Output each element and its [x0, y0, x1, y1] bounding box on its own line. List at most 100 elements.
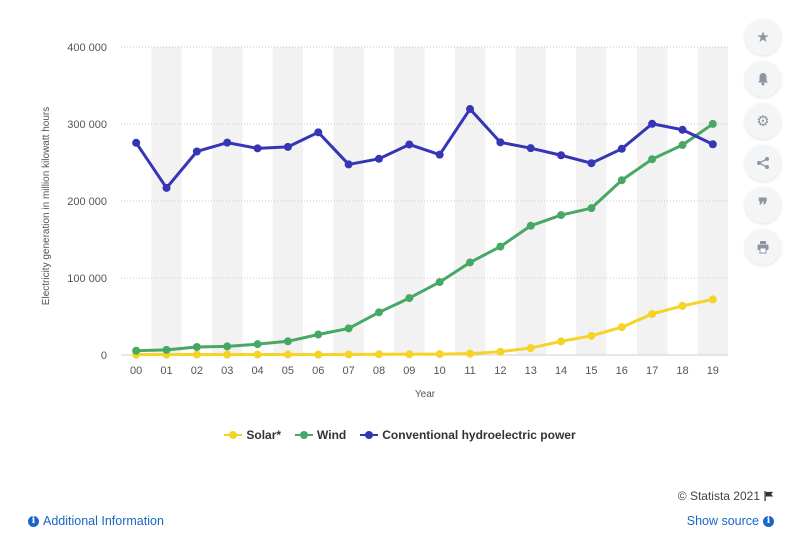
data-point	[253, 144, 262, 153]
x-axis-tick-labels: 00 01 02 03 04 05 06 07 08 09 10 11 12 13 14 15 16 17 18 19	[130, 365, 719, 377]
x-tick-label: 17	[646, 365, 658, 377]
data-point	[587, 204, 596, 213]
data-point	[708, 119, 717, 128]
legend-label-hydro: Conventional hydroelectric power	[382, 428, 576, 442]
data-point	[223, 342, 232, 351]
series-solar	[132, 295, 717, 359]
data-point	[192, 147, 201, 156]
legend-marker-wind	[295, 430, 314, 440]
legend-marker-hydro	[360, 430, 379, 440]
data-point	[526, 221, 535, 230]
x-tick-label: 06	[312, 365, 324, 377]
data-point	[557, 211, 566, 220]
data-point	[314, 330, 323, 339]
data-point	[314, 350, 323, 359]
y-axis-label: Electricity generation in million kilowa…	[41, 107, 52, 305]
data-point	[283, 142, 292, 151]
x-tick-label: 12	[494, 365, 506, 377]
data-point	[648, 119, 657, 128]
data-point	[617, 144, 626, 153]
print-button[interactable]	[745, 229, 781, 265]
data-point	[162, 345, 171, 354]
show-source-link[interactable]: Show source i	[687, 514, 774, 528]
x-tick-label: 10	[434, 365, 446, 377]
column-band	[212, 47, 243, 355]
share-button[interactable]	[745, 145, 781, 181]
data-point	[314, 128, 323, 137]
data-point	[496, 242, 505, 251]
data-point	[587, 159, 596, 168]
series-conventional-hydroelectric-power	[132, 105, 717, 192]
data-point	[466, 258, 475, 267]
data-point	[435, 150, 444, 159]
data-point	[526, 144, 535, 153]
data-point	[587, 331, 596, 340]
data-point	[283, 337, 292, 346]
y-tick-label: 100 000	[67, 273, 107, 285]
data-point	[557, 337, 566, 346]
x-tick-label: 07	[343, 365, 355, 377]
data-point	[344, 324, 353, 333]
data-point	[223, 138, 232, 147]
x-tick-label: 19	[707, 365, 719, 377]
data-point	[648, 309, 657, 318]
x-tick-label: 14	[555, 365, 567, 377]
quote-icon: ❞	[758, 194, 768, 215]
legend-marker-solar	[224, 430, 243, 440]
cite-button[interactable]: ❞	[745, 187, 781, 223]
x-tick-label: 16	[616, 365, 628, 377]
series-line	[136, 122, 714, 353]
data-point	[253, 350, 262, 359]
y-tick-label: 300 000	[67, 119, 107, 131]
info-icon: i	[28, 515, 39, 527]
data-point	[344, 350, 353, 359]
settings-button[interactable]: ⚙	[745, 103, 781, 139]
legend-label-wind: Wind	[317, 428, 347, 442]
legend-item-solar[interactable]: Solar*	[224, 428, 281, 442]
data-point	[466, 349, 475, 358]
series-line	[136, 297, 714, 357]
print-icon	[757, 241, 769, 254]
info-icon: i	[763, 515, 774, 527]
legend-item-wind[interactable]: Wind	[295, 428, 346, 442]
x-tick-label: 00	[130, 365, 142, 377]
data-point	[374, 154, 383, 163]
legend: Solar* Wind Conventional hydroelectric p…	[0, 428, 800, 442]
data-point	[162, 183, 171, 192]
data-point	[405, 294, 414, 303]
data-point	[132, 138, 141, 147]
favorite-button[interactable]: ★	[745, 19, 781, 55]
credit-text: © Statista 2021	[677, 489, 760, 503]
data-point	[374, 308, 383, 317]
data-point	[678, 141, 687, 150]
data-point	[466, 105, 475, 114]
x-tick-label: 18	[676, 365, 688, 377]
data-point	[648, 155, 657, 164]
show-source-label: Show source	[686, 514, 759, 528]
x-tick-label: 11	[464, 365, 475, 377]
data-point	[132, 346, 141, 355]
data-point	[283, 350, 292, 359]
data-point	[374, 350, 383, 359]
x-axis-label: Year	[415, 389, 436, 400]
legend-label-solar: Solar*	[246, 428, 282, 442]
data-point	[192, 342, 201, 351]
additional-information-link[interactable]: i Additional Information	[28, 514, 164, 528]
series-wind	[132, 119, 717, 355]
data-point	[496, 347, 505, 356]
data-point	[708, 295, 717, 304]
additional-information-label: Additional Information	[43, 514, 164, 528]
data-point	[405, 350, 414, 359]
legend-item-hydro[interactable]: Conventional hydroelectric power	[360, 428, 576, 442]
data-point	[405, 140, 414, 149]
x-tick-label: 09	[403, 365, 415, 377]
data-point	[344, 160, 353, 169]
data-point	[253, 340, 262, 349]
statista-credit[interactable]: © Statista 2021	[678, 489, 774, 503]
x-tick-label: 15	[585, 365, 597, 377]
data-point	[617, 176, 626, 185]
data-point	[435, 278, 444, 287]
notification-button[interactable]	[745, 61, 781, 97]
y-axis-tick-labels: 0 100 000 200 000 300 000 400 000	[67, 42, 107, 362]
share-icon	[757, 157, 769, 169]
